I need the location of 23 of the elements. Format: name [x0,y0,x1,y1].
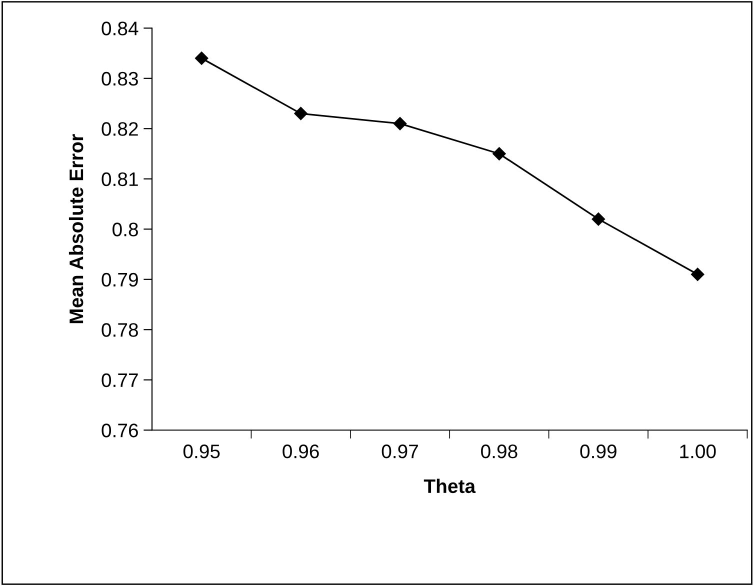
point [492,147,506,160]
x-tick-label: 0.99 [580,444,616,458]
y-tick-label: 0.76 [102,424,138,438]
point [294,106,308,120]
y-axis-title: Mean Absolute Error [68,134,84,324]
y-tick-label: 0.78 [102,323,138,337]
x-tick-label: 0.95 [183,444,220,458]
y-tick-label: 0.81 [102,172,138,186]
point [592,212,605,226]
y-tick-label: 0.84 [102,22,138,36]
x-tick-label: 0.98 [481,444,518,458]
y-tick-label: 0.79 [102,272,138,287]
point [195,52,208,65]
x-tick-label: 1.00 [680,444,716,458]
y-tick-label: 0.8 [112,222,138,236]
y-tick-label: 0.77 [102,373,138,388]
x-tick-label: 0.96 [282,444,319,458]
x-tick-label: 0.97 [382,444,418,458]
point [393,117,407,130]
x-axis-title: Theta [424,478,476,494]
point [691,268,704,281]
y-tick-label: 0.83 [102,72,138,86]
y-tick-label: 0.82 [102,122,138,136]
